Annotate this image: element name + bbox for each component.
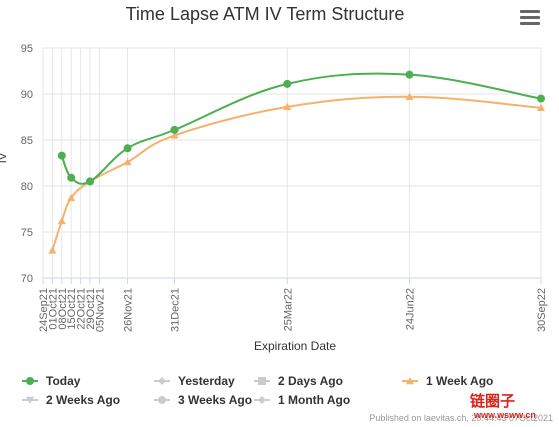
series-layer xyxy=(48,70,545,254)
watermark-logo: 链圈子 xyxy=(470,393,516,410)
x-tick-label: 31Dec21 xyxy=(170,288,182,332)
legend-label: 2 Weeks Ago xyxy=(46,393,120,407)
legend-item-today[interactable]: Today xyxy=(22,374,81,388)
series-1-week-ago xyxy=(48,92,545,254)
data-point[interactable] xyxy=(67,193,76,202)
x-tick-label: 30Sep22 xyxy=(536,288,548,332)
legend-label: Yesterday xyxy=(178,374,235,388)
data-point[interactable] xyxy=(537,103,545,111)
menu-bar xyxy=(520,10,540,13)
y-tick-label: 90 xyxy=(21,89,33,101)
data-point[interactable] xyxy=(405,70,414,79)
data-point[interactable] xyxy=(57,216,66,225)
series-line xyxy=(60,72,542,185)
watermark-url: www.wsww.cn xyxy=(474,410,536,420)
x-tick-label: 29Oct21 xyxy=(85,288,97,330)
y-tick-label: 85 xyxy=(21,135,33,147)
legend-swatch-marker[interactable] xyxy=(158,377,166,385)
legend-label: 2 Days Ago xyxy=(278,374,343,388)
data-point[interactable] xyxy=(85,177,94,186)
series-line xyxy=(51,95,542,251)
x-axis-label: Expiration Date xyxy=(254,339,336,353)
credits-text[interactable]: Published on laevitas.ch, 20:44:43 07Oct… xyxy=(369,413,553,423)
x-tick-label: 25Mar22 xyxy=(282,288,294,331)
legend: Today Yesterday 2 Days Ago 1 Week Ago 2 Week… xyxy=(22,374,493,407)
data-point[interactable] xyxy=(57,151,66,160)
legend-item-3-weeks-ago[interactable]: 3 Weeks Ago xyxy=(154,393,252,407)
legend-swatch-marker[interactable] xyxy=(258,377,266,385)
x-tick-label: 01Oct21 xyxy=(47,288,59,330)
legend-swatch-marker[interactable] xyxy=(26,396,34,404)
x-tick-label: 24Sep21 xyxy=(38,288,50,332)
y-tick-label: 70 xyxy=(21,273,33,285)
legend-label: 1 Month Ago xyxy=(278,393,350,407)
legend-item-yesterday[interactable]: Yesterday xyxy=(154,374,235,388)
x-tick-label: 24Jun22 xyxy=(404,288,416,330)
data-point[interactable] xyxy=(123,144,132,153)
x-axis: 24Sep2101Oct2108Oct2115Oct2122Oct2129Oct… xyxy=(38,277,548,332)
data-point[interactable] xyxy=(283,79,292,88)
x-tick-label: 26Nov21 xyxy=(123,288,135,332)
legend-swatch-marker[interactable] xyxy=(258,396,266,404)
legend-label: 1 Week Ago xyxy=(426,374,493,388)
data-point[interactable] xyxy=(67,173,76,182)
legend-swatch-marker[interactable] xyxy=(158,396,166,404)
menu-bar xyxy=(520,22,540,25)
data-point[interactable] xyxy=(123,158,132,166)
x-tick-label: 15Oct21 xyxy=(66,288,78,330)
data-point[interactable] xyxy=(537,94,545,103)
data-point[interactable] xyxy=(170,125,179,134)
y-tick-label: 95 xyxy=(21,43,33,55)
legend-label: Today xyxy=(46,374,81,388)
legend-item-1-week-ago[interactable]: 1 Week Ago xyxy=(402,374,493,388)
x-tick-label: 05Nov21 xyxy=(94,288,106,332)
data-point[interactable] xyxy=(405,92,414,100)
y-axis: 70 75 80 85 90 95 xyxy=(21,43,33,285)
legend-item-2-days-ago[interactable]: 2 Days Ago xyxy=(254,374,343,388)
legend-item-1-month-ago[interactable]: 1 Month Ago xyxy=(254,393,350,407)
y-tick-label: 80 xyxy=(21,181,33,193)
series-today xyxy=(57,70,545,186)
data-point[interactable] xyxy=(48,246,57,254)
menu-bar xyxy=(520,16,540,19)
x-tick-label: 08Oct21 xyxy=(57,288,69,330)
chart-title: Time Lapse ATM IV Term Structure xyxy=(126,4,405,24)
x-tick-label: 22Oct21 xyxy=(76,288,88,330)
y-tick-label: 75 xyxy=(21,227,33,239)
data-point[interactable] xyxy=(170,131,179,139)
legend-label: 3 Weeks Ago xyxy=(178,393,252,407)
legend-swatch-marker[interactable] xyxy=(406,377,414,385)
legend-swatch-marker[interactable] xyxy=(26,377,34,385)
y-axis-label: IV xyxy=(0,152,9,163)
data-point[interactable] xyxy=(283,102,292,111)
hamburger-menu-icon[interactable] xyxy=(518,8,542,28)
legend-item-2-weeks-ago[interactable]: 2 Weeks Ago xyxy=(22,393,120,407)
